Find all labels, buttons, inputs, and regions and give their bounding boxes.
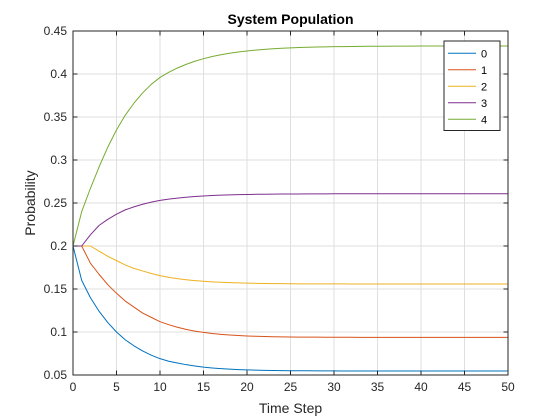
y-tick-label: 0.35 (44, 110, 68, 124)
series-line-1 (73, 245, 508, 338)
x-tick-label: 20 (240, 380, 254, 394)
x-tick-label: 15 (197, 380, 211, 394)
y-tick-label: 0.25 (44, 196, 68, 210)
legend-label-4: 4 (481, 114, 487, 126)
y-axis-label: Probability (22, 170, 38, 235)
x-tick-label: 45 (458, 380, 472, 394)
chart-title: System Population (227, 11, 353, 27)
legend-label-1: 1 (481, 65, 487, 77)
x-axis-label: Time Step (259, 400, 322, 416)
x-tick-label: 50 (501, 380, 515, 394)
legend: 0 1 2 3 4 (443, 40, 501, 131)
y-tick-label: 0.15 (44, 282, 68, 296)
y-tick-label: 0.1 (50, 325, 67, 339)
x-tick-label: 25 (284, 380, 298, 394)
y-tick-label: 0.45 (44, 24, 68, 38)
x-tick-label: 5 (113, 380, 120, 394)
y-tick-label: 0.05 (44, 368, 68, 382)
x-tick-label: 40 (414, 380, 428, 394)
x-tick-label: 30 (327, 380, 341, 394)
x-tick-label: 35 (371, 380, 385, 394)
series-line-4 (72, 45, 508, 247)
x-tick-label: 10 (153, 380, 167, 394)
y-tick-label: 0.3 (50, 153, 67, 167)
series-line-3 (73, 193, 508, 247)
x-tick-label: 0 (70, 380, 77, 394)
tick-labels: 0 5 10 15 20 25 30 35 40 45 500.050.10.150.20.250.… (44, 24, 515, 394)
axis-ticks (72, 30, 509, 376)
legend-label-2: 2 (481, 81, 487, 93)
series-line-2 (73, 245, 508, 285)
legend-label-3: 3 (481, 98, 487, 110)
y-tick-label: 0.4 (50, 67, 67, 81)
legend-label-0: 0 (481, 48, 487, 60)
y-tick-label: 0.2 (50, 239, 67, 253)
